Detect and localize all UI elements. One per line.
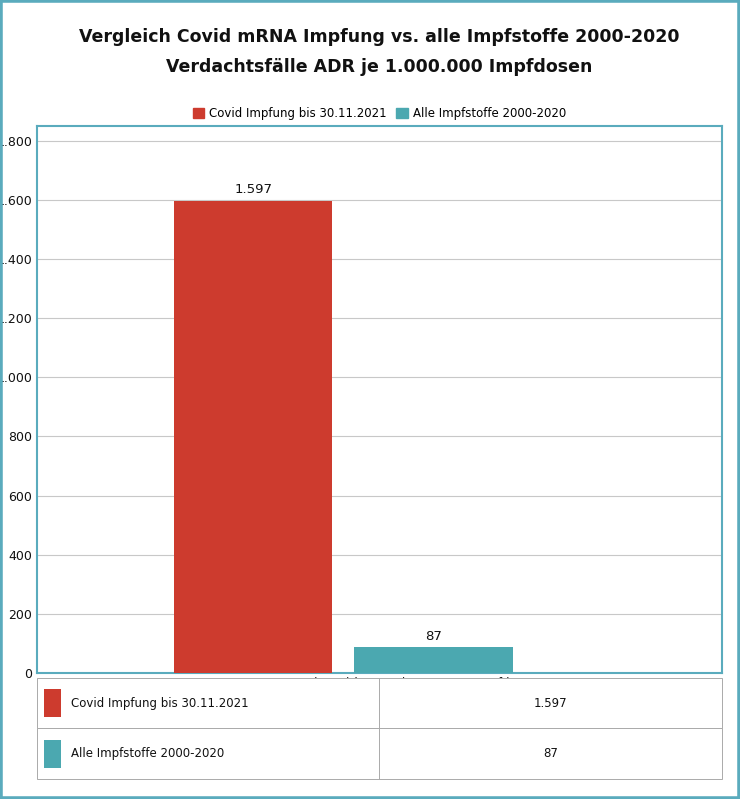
Text: Vergleich Covid mRNA Impfung vs. alle Impfstoffe 2000-2020: Vergleich Covid mRNA Impfung vs. alle Im… — [79, 28, 679, 46]
Bar — [354, 647, 513, 673]
Text: 87: 87 — [543, 747, 558, 760]
Text: 1.597: 1.597 — [534, 697, 567, 710]
Text: 1.597: 1.597 — [234, 184, 272, 197]
Bar — [44, 690, 61, 717]
Text: Covid Impfung bis 30.11.2021: Covid Impfung bis 30.11.2021 — [71, 697, 249, 710]
Text: Verdachtsfälle ADR je 1.000.000 Impfdosen: Verdachtsfälle ADR je 1.000.000 Impfdose… — [166, 58, 593, 77]
Bar — [44, 740, 61, 768]
Legend: Covid Impfung bis 30.11.2021, Alle Impfstoffe 2000-2020: Covid Impfung bis 30.11.2021, Alle Impfs… — [192, 107, 566, 121]
Bar — [174, 201, 332, 673]
Bar — [37, 729, 722, 779]
Text: Alle Impfstoffe 2000-2020: Alle Impfstoffe 2000-2020 — [71, 747, 224, 760]
Bar — [37, 678, 722, 729]
X-axis label: ADR Reports Nebenwirkungen je 1000.000 Impfdosen: ADR Reports Nebenwirkungen je 1000.000 I… — [221, 677, 538, 690]
Text: 87: 87 — [425, 630, 442, 642]
